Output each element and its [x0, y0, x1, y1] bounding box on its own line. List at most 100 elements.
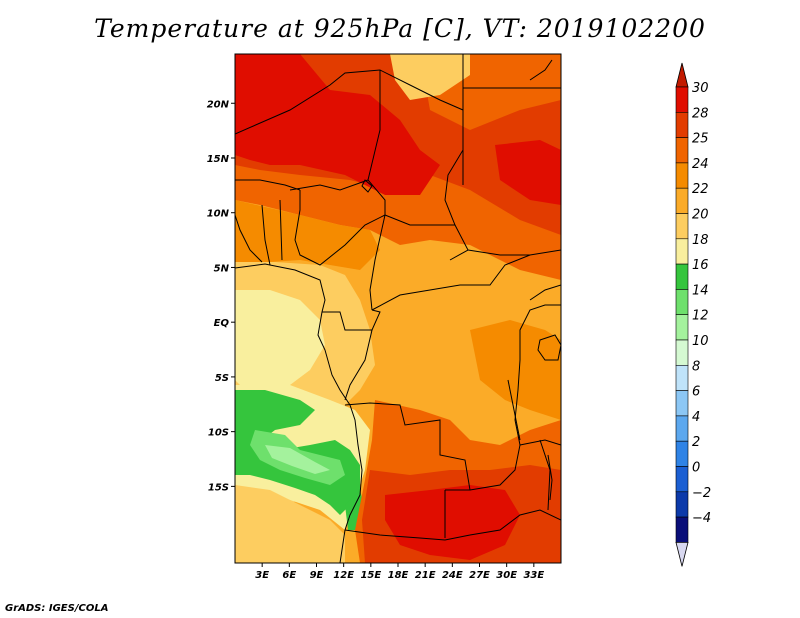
- lon-tick-label: 6E: [282, 570, 296, 581]
- colorbar-label: 18: [692, 233, 709, 248]
- colorbar-swatch: [675, 364, 689, 391]
- border-congo-drc: [344, 329, 373, 401]
- colorbar-label: 22: [692, 182, 709, 197]
- colorbar-swatch: [675, 390, 689, 417]
- field-north-pale: [390, 54, 470, 100]
- lon-tick-label: 33E: [523, 570, 544, 581]
- border-mali-burkina: [235, 179, 301, 191]
- border-benin-togo: [261, 199, 283, 266]
- lake-malawi: [547, 454, 553, 501]
- lat-tick-label: EQ: [214, 318, 230, 329]
- colorbar-swatch: [675, 263, 689, 290]
- border-sudan-south: [467, 249, 561, 256]
- lat-axis: 20N 15N 10N 5N EQ 5S 10S 15S: [207, 99, 235, 493]
- colorbar-swatch: [675, 187, 689, 214]
- colorbar-label: 8: [692, 359, 700, 374]
- border-algeria-mali: [235, 69, 381, 135]
- field-south-12: [265, 445, 330, 474]
- border-zambia-zimbabwe: [469, 509, 561, 536]
- border-east-lakes: [514, 304, 561, 421]
- colorbar-swatch: [675, 339, 689, 366]
- border-cameroon-car: [369, 214, 386, 311]
- colorbar-label: −4: [692, 511, 711, 526]
- colorbar-swatch: [675, 162, 689, 189]
- lat-tick-label: 5S: [215, 373, 229, 384]
- lon-tick-label: 21E: [415, 570, 436, 581]
- border-angola-namibia: [344, 529, 471, 541]
- field-sw-22: [235, 485, 345, 563]
- lon-tick-label: 24E: [442, 570, 463, 581]
- lat-tick-label: 15S: [208, 482, 229, 493]
- coastline-guinea: [235, 214, 263, 263]
- grads-credit: GrADS: IGES/COLA: [5, 603, 109, 614]
- lat-tick-label: 10S: [208, 428, 229, 439]
- border-car-drc: [371, 254, 531, 311]
- colorbar-label: 12: [692, 309, 709, 324]
- border-gabon-congo: [322, 309, 381, 331]
- lat-tick-label: 5N: [214, 263, 230, 274]
- lon-tick-label: 3E: [255, 570, 269, 581]
- colorbar-swatch: [675, 137, 689, 164]
- temperature-field: [235, 54, 561, 563]
- colorbar-label: 10: [692, 334, 709, 349]
- border-zambia-drc: [469, 419, 521, 491]
- colorbar-label: 28: [692, 106, 709, 121]
- north-east-coast: [529, 59, 553, 81]
- colorbar-swatch: [675, 289, 689, 315]
- border-uganda-kenya: [529, 284, 561, 301]
- border-niger-nigeria: [289, 179, 369, 191]
- colorbar-label: −2: [692, 486, 711, 501]
- lon-tick-label: 15E: [360, 570, 381, 581]
- lon-tick-label: 12E: [333, 570, 354, 581]
- colorbar-swatch: [675, 238, 689, 265]
- lake-victoria: [537, 334, 561, 361]
- colorbar-label: 2: [692, 435, 700, 450]
- colorbar-swatch: [675, 440, 689, 467]
- colorbar-label: 20: [692, 208, 709, 223]
- colorbar-label: 6: [692, 385, 700, 400]
- border-car-chad: [384, 214, 455, 226]
- border-algeria-niger: [379, 69, 464, 111]
- lon-tick-label: 9E: [310, 570, 324, 581]
- field-central-22: [235, 200, 380, 270]
- lake-tanganyika: [507, 379, 521, 441]
- lon-tick-label: 30E: [496, 570, 517, 581]
- field-west-18: [235, 290, 325, 390]
- lat-tick-label: 15N: [207, 154, 230, 165]
- colorbar-swatch: [675, 213, 689, 240]
- border-drc-angola: [344, 402, 471, 491]
- field-north-30: [235, 54, 440, 195]
- colorbar-label: 30: [692, 81, 709, 96]
- lat-tick-label: 20N: [207, 99, 230, 110]
- colorbar-label: 24: [692, 157, 709, 172]
- colorbar-bottom-triangle: [675, 542, 689, 567]
- field-east-30: [495, 140, 561, 205]
- country-borders: [235, 54, 561, 563]
- colorbar-swatch: [675, 516, 689, 543]
- colorbar-label: 14: [692, 283, 709, 298]
- colorbar-swatch: [675, 491, 689, 518]
- colorbar-swatch: [675, 112, 689, 138]
- lon-tick-label: 27E: [469, 570, 490, 581]
- lon-axis: 3E 6E 9E 12E 15E 18E 21E 24E 27E 30E 33E: [255, 563, 544, 581]
- field-east-central: [470, 320, 561, 420]
- lake-chad: [361, 179, 373, 193]
- lat-tick-label: 10N: [207, 209, 230, 220]
- colorbar-top-triangle: [675, 62, 689, 88]
- field-se-30: [385, 485, 520, 560]
- colorbar-swatch: [675, 314, 689, 341]
- border-tanzania-mozambique: [519, 439, 561, 446]
- colorbar-label: 0: [692, 461, 700, 476]
- colorbar-label: 25: [692, 132, 709, 147]
- lon-tick-label: 18E: [388, 570, 409, 581]
- colorbar-swatch: [675, 466, 689, 493]
- colorbar-label: 4: [692, 410, 700, 425]
- colorbar-swatch: [675, 86, 689, 113]
- border-nigeria-cameroon: [294, 190, 386, 266]
- chart-title: Temperature at 925hPa [C], VT: 201910220…: [94, 14, 706, 43]
- coastline-west: [235, 263, 363, 563]
- colorbar-swatch: [675, 415, 689, 442]
- colorbar-label: 16: [692, 258, 709, 273]
